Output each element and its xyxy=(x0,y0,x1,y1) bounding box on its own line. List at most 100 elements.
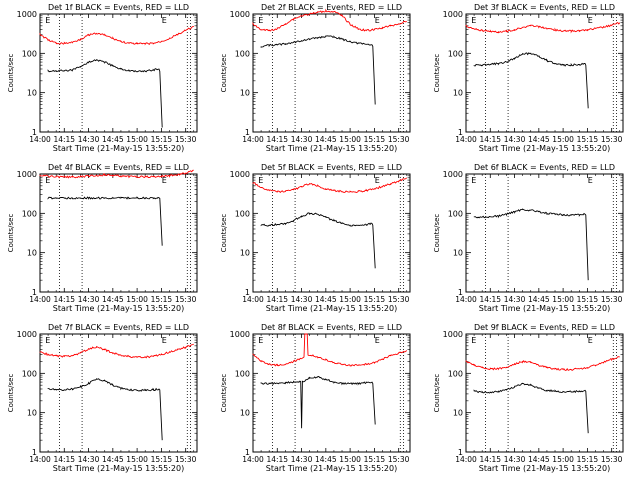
panel-title: Det 5f BLACK = Events, RED = LLD xyxy=(261,163,402,172)
events-series-line xyxy=(260,212,376,269)
corner-mark-label: E xyxy=(588,336,593,345)
panel-title: Det 8f BLACK = Events, RED = LLD xyxy=(261,323,402,332)
x-tick-label: 15:15 xyxy=(364,135,386,144)
lld-series-line xyxy=(39,169,194,179)
panel-title: Det 9f BLACK = Events, RED = LLD xyxy=(474,323,615,332)
y-tick-label: 1000 xyxy=(443,330,463,339)
detector-panel-2: Det 2f BLACK = Events, RED = LLD E E 1 10 100… xyxy=(220,3,411,153)
x-tick-label: 14:30 xyxy=(504,295,526,304)
x-tick-label: 14:15 xyxy=(479,135,501,144)
y-tick-label: 1 xyxy=(458,288,463,297)
events-series-line xyxy=(260,376,376,429)
x-tick-label: 15:15 xyxy=(364,455,386,464)
corner-mark-label: E xyxy=(258,16,263,25)
x-tick-label: 14:00 xyxy=(242,455,264,464)
y-tick-label: 10 xyxy=(240,409,250,418)
panel-title: Det 3f BLACK = Events, RED = LLD xyxy=(474,3,615,12)
x-tick-label: 14:45 xyxy=(315,455,337,464)
corner-mark-label: E xyxy=(45,336,50,345)
y-tick-label: 10 xyxy=(453,89,463,98)
y-tick-label: 10 xyxy=(27,409,37,418)
corner-mark-label: E xyxy=(588,16,593,25)
plot-frame xyxy=(39,173,198,293)
x-tick-label: 15:30 xyxy=(388,135,410,144)
x-tick-label: 14:30 xyxy=(78,135,100,144)
detector-panel-5: Det 5f BLACK = Events, RED = LLD E E 1 10 100… xyxy=(220,163,411,313)
y-tick-label: 100 xyxy=(448,49,463,58)
x-axis-label: Start Time (21-May-15 13:55:20) xyxy=(479,464,610,473)
detector-panel-6: Det 6f BLACK = Events, RED = LLD E E 1 10 100… xyxy=(433,163,624,313)
x-tick-label: 14:30 xyxy=(291,295,313,304)
x-tick-label: 14:00 xyxy=(455,295,477,304)
corner-mark-label: E xyxy=(471,336,476,345)
events-series-line xyxy=(473,208,589,281)
x-tick-label: 14:30 xyxy=(291,135,313,144)
y-axis-label: Counts/sec xyxy=(433,214,441,253)
x-tick-label: 15:30 xyxy=(601,295,623,304)
x-tick-label: 14:45 xyxy=(315,135,337,144)
y-tick-label: 10 xyxy=(453,249,463,258)
lld-series-line xyxy=(252,177,408,194)
events-series-line xyxy=(47,59,163,128)
detector-panel-8: Det 8f BLACK = Events, RED = LLD E E 1 10 100… xyxy=(220,323,411,473)
x-tick-label: 14:30 xyxy=(291,455,313,464)
x-tick-label: 14:00 xyxy=(242,135,264,144)
y-tick-label: 1000 xyxy=(17,330,37,339)
x-tick-label: 14:45 xyxy=(102,135,124,144)
x-tick-label: 14:45 xyxy=(102,455,124,464)
x-tick-label: 15:00 xyxy=(552,135,574,144)
corner-mark-label: E xyxy=(45,16,50,25)
plot-frame xyxy=(252,13,411,133)
x-axis-label: Start Time (21-May-15 13:55:20) xyxy=(266,464,397,473)
x-tick-label: 14:45 xyxy=(528,455,550,464)
plot-frame xyxy=(465,13,624,133)
corner-mark-label: E xyxy=(375,16,380,25)
panel-title: Det 6f BLACK = Events, RED = LLD xyxy=(474,163,615,172)
x-tick-label: 14:00 xyxy=(29,295,51,304)
x-tick-label: 15:00 xyxy=(552,455,574,464)
x-axis-label: Start Time (21-May-15 13:55:20) xyxy=(479,304,610,313)
detector-panel-7: Det 7f BLACK = Events, RED = LLD E E 1 10 100… xyxy=(7,323,198,473)
y-tick-label: 1000 xyxy=(230,170,250,179)
x-tick-label: 14:15 xyxy=(266,135,288,144)
lld-series-line xyxy=(252,8,408,32)
y-tick-label: 100 xyxy=(235,369,250,378)
x-axis-label: Start Time (21-May-15 13:55:20) xyxy=(53,304,184,313)
detector-panel-1: Det 1f BLACK = Events, RED = LLD E E 1 10 100… xyxy=(7,3,198,153)
x-tick-label: 14:45 xyxy=(315,295,337,304)
x-axis-label: Start Time (21-May-15 13:55:20) xyxy=(266,304,397,313)
plot-frame xyxy=(252,333,411,453)
y-tick-label: 1 xyxy=(245,128,250,137)
corner-mark-label: E xyxy=(471,176,476,185)
x-tick-label: 15:15 xyxy=(151,455,173,464)
x-tick-label: 15:30 xyxy=(388,455,410,464)
corner-mark-label: E xyxy=(162,176,167,185)
plot-frame xyxy=(39,333,198,453)
panel-title: Det 1f BLACK = Events, RED = LLD xyxy=(48,3,189,12)
y-tick-label: 100 xyxy=(22,209,37,218)
y-axis-label: Counts/sec xyxy=(220,374,228,413)
y-tick-label: 1 xyxy=(458,128,463,137)
corner-mark-label: E xyxy=(588,176,593,185)
x-axis-label: Start Time (21-May-15 13:55:20) xyxy=(266,144,397,153)
detector-panel-3: Det 3f BLACK = Events, RED = LLD E E 1 10 100… xyxy=(433,3,624,153)
x-axis-label: Start Time (21-May-15 13:55:20) xyxy=(479,144,610,153)
y-axis-label: Counts/sec xyxy=(220,214,228,253)
x-tick-label: 14:00 xyxy=(29,135,51,144)
y-tick-label: 1000 xyxy=(230,10,250,19)
y-tick-label: 1000 xyxy=(17,10,37,19)
x-tick-label: 14:00 xyxy=(29,455,51,464)
y-axis-label: Counts/sec xyxy=(433,374,441,413)
y-tick-label: 1 xyxy=(245,288,250,297)
events-series-line xyxy=(473,52,589,109)
lld-series-line xyxy=(39,26,194,46)
x-tick-label: 15:00 xyxy=(339,135,361,144)
y-tick-label: 10 xyxy=(453,409,463,418)
corner-mark-label: E xyxy=(375,336,380,345)
y-tick-label: 1 xyxy=(458,448,463,457)
x-tick-label: 15:00 xyxy=(126,135,148,144)
events-series-line xyxy=(47,196,163,246)
x-tick-label: 15:00 xyxy=(339,295,361,304)
detector-panel-9: Det 9f BLACK = Events, RED = LLD E E 1 10 100… xyxy=(433,323,624,473)
